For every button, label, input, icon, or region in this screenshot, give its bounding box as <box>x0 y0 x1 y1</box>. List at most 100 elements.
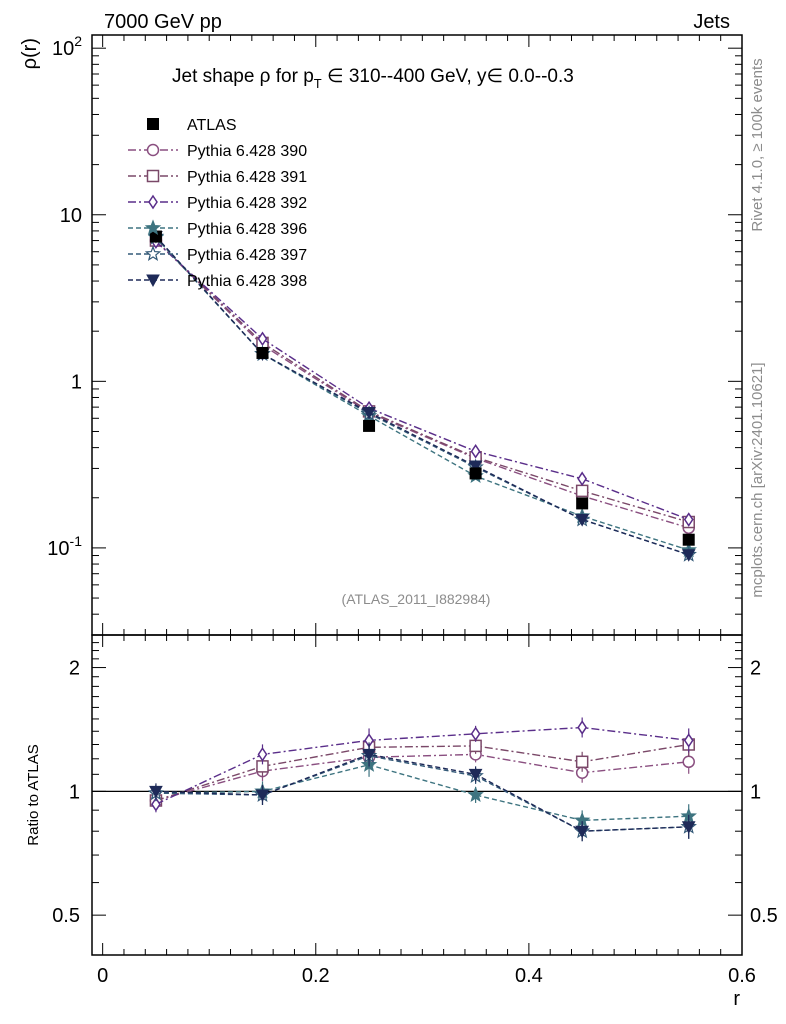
series-ratio-point <box>467 786 484 802</box>
series-point <box>575 514 590 527</box>
series-point <box>257 331 268 347</box>
series-point <box>468 460 483 474</box>
series-ratio-point <box>151 796 161 812</box>
series-ratio-point <box>257 747 268 762</box>
ratio-tick-label-right: 0.5 <box>750 905 778 927</box>
series-ratio-point <box>255 789 270 803</box>
legend-item-atlas: ATLAS <box>147 117 237 134</box>
legend: ATLAS Pythia 6.428 390 Pythia 6.428 391 Pyt… <box>128 117 307 290</box>
series-line <box>155 241 689 521</box>
ratio-tick-label-right: 1 <box>750 781 761 803</box>
x-tick-label: 0.4 <box>515 965 543 987</box>
y-tick-label: 10-1 <box>47 533 82 560</box>
mcplots-label: mcplots.cern.ch [arXiv:2401.10621] <box>749 362 766 597</box>
y-axis-label: ρ(r) <box>19 38 41 69</box>
series-point <box>470 443 481 459</box>
legend-marker <box>146 274 160 288</box>
atlas-point <box>576 497 589 510</box>
series-layer <box>147 227 697 842</box>
series-5 <box>147 227 697 842</box>
plot-title: Jet shape ρ for pT ∈ 310--400 GeV, y∈ 0.… <box>172 66 574 91</box>
plot-title-main: Jet shape ρ for p <box>172 66 314 87</box>
series-6 <box>149 231 696 842</box>
series-ratio-line <box>155 755 689 832</box>
series-ratio-point <box>468 768 483 782</box>
y-tick-exponent: 2 <box>74 33 82 49</box>
atlas-point <box>256 346 269 359</box>
atlas-data <box>149 230 695 546</box>
series-line <box>155 240 689 529</box>
series-ratio-line <box>155 726 689 805</box>
legend-marker <box>144 219 162 236</box>
ratio-tick-label-right: 2 <box>750 658 761 680</box>
ratio-tick-label-left: 0.5 <box>52 905 80 927</box>
legend-label: Pythia 6.428 396 <box>187 221 307 238</box>
series-line <box>155 236 689 556</box>
legend-marker <box>148 194 158 210</box>
series-ratio-point <box>575 755 589 769</box>
legend-marker <box>144 245 162 262</box>
plot-title-rest: ∈ 310--400 GeV, y∈ 0.0--0.3 <box>322 66 574 87</box>
legend-marker <box>146 169 160 183</box>
axis-ticks <box>92 35 743 956</box>
x-axis-label: r <box>733 988 740 1010</box>
series-ratio-line <box>155 753 689 832</box>
atlas-point <box>682 533 695 546</box>
legend-label: Pythia 6.428 391 <box>187 169 307 186</box>
series-ratio-point <box>149 785 163 799</box>
series-ratio-point <box>683 733 694 748</box>
x-tick-label: 0 <box>97 965 108 987</box>
analysis-id: (ATLAS_2011_I882984) <box>342 591 491 607</box>
series-point <box>575 484 589 498</box>
series-point <box>362 406 376 420</box>
legend-label: Pythia 6.428 392 <box>187 195 307 212</box>
series-ratio-point <box>577 720 588 735</box>
legend-item-1: Pythia 6.428 390 <box>128 143 307 160</box>
y-tick-base: 10 <box>52 38 74 60</box>
series-ratio-point <box>681 821 696 834</box>
ratio-plot-frame <box>91 634 743 956</box>
x-tick-label: 0.6 <box>728 965 756 987</box>
series-ratio-line <box>155 764 689 822</box>
atlas-point <box>149 230 162 243</box>
legend-item-6: Pythia 6.428 398 <box>128 273 307 290</box>
y-tick-label: 10 <box>60 205 82 227</box>
legend-label-atlas: ATLAS <box>187 117 237 134</box>
series-point <box>683 512 694 527</box>
legend-item-5: Pythia 6.428 397 <box>128 245 307 264</box>
y-tick-label: 102 <box>52 33 82 60</box>
y-tick-label: 1 <box>71 371 82 393</box>
atlas-point <box>363 419 376 432</box>
y-tick-exponent: -1 <box>70 533 83 549</box>
series-point <box>681 549 696 562</box>
rivet-label: Rivet 4.1.0, ≥ 100k events <box>749 58 766 231</box>
header-left: 7000 GeV pp <box>104 11 222 33</box>
legend-marker-atlas <box>147 118 159 130</box>
series-point <box>577 471 588 487</box>
legend-item-2: Pythia 6.428 391 <box>128 169 307 186</box>
legend-marker <box>146 143 160 157</box>
series-ratio-point <box>682 755 695 769</box>
ratio-tick-label-left: 2 <box>69 658 80 680</box>
legend-item-3: Pythia 6.428 392 <box>128 194 307 212</box>
ratio-tick-label-left: 1 <box>69 781 80 803</box>
atlas-point <box>469 467 482 480</box>
series-ratio-line <box>155 743 689 802</box>
legend-label: Pythia 6.428 398 <box>187 273 307 290</box>
series-ratio-point <box>470 726 481 742</box>
x-tick-label: 0.2 <box>302 965 330 987</box>
legend-label: Pythia 6.428 390 <box>187 143 307 160</box>
series-line <box>155 240 689 523</box>
header-right: Jets <box>693 11 730 33</box>
series-ratio-point <box>575 825 590 839</box>
legend-label: Pythia 6.428 397 <box>187 247 307 264</box>
series-ratio-line <box>155 753 689 802</box>
ratio-y-axis-label: Ratio to ATLAS <box>25 744 42 845</box>
legend-item-4: Pythia 6.428 396 <box>128 219 307 238</box>
series-ratio-point <box>362 748 376 762</box>
series-ratio-point <box>469 739 482 753</box>
plot-title-sub: T <box>314 76 322 91</box>
y-tick-base: 10 <box>47 538 69 560</box>
